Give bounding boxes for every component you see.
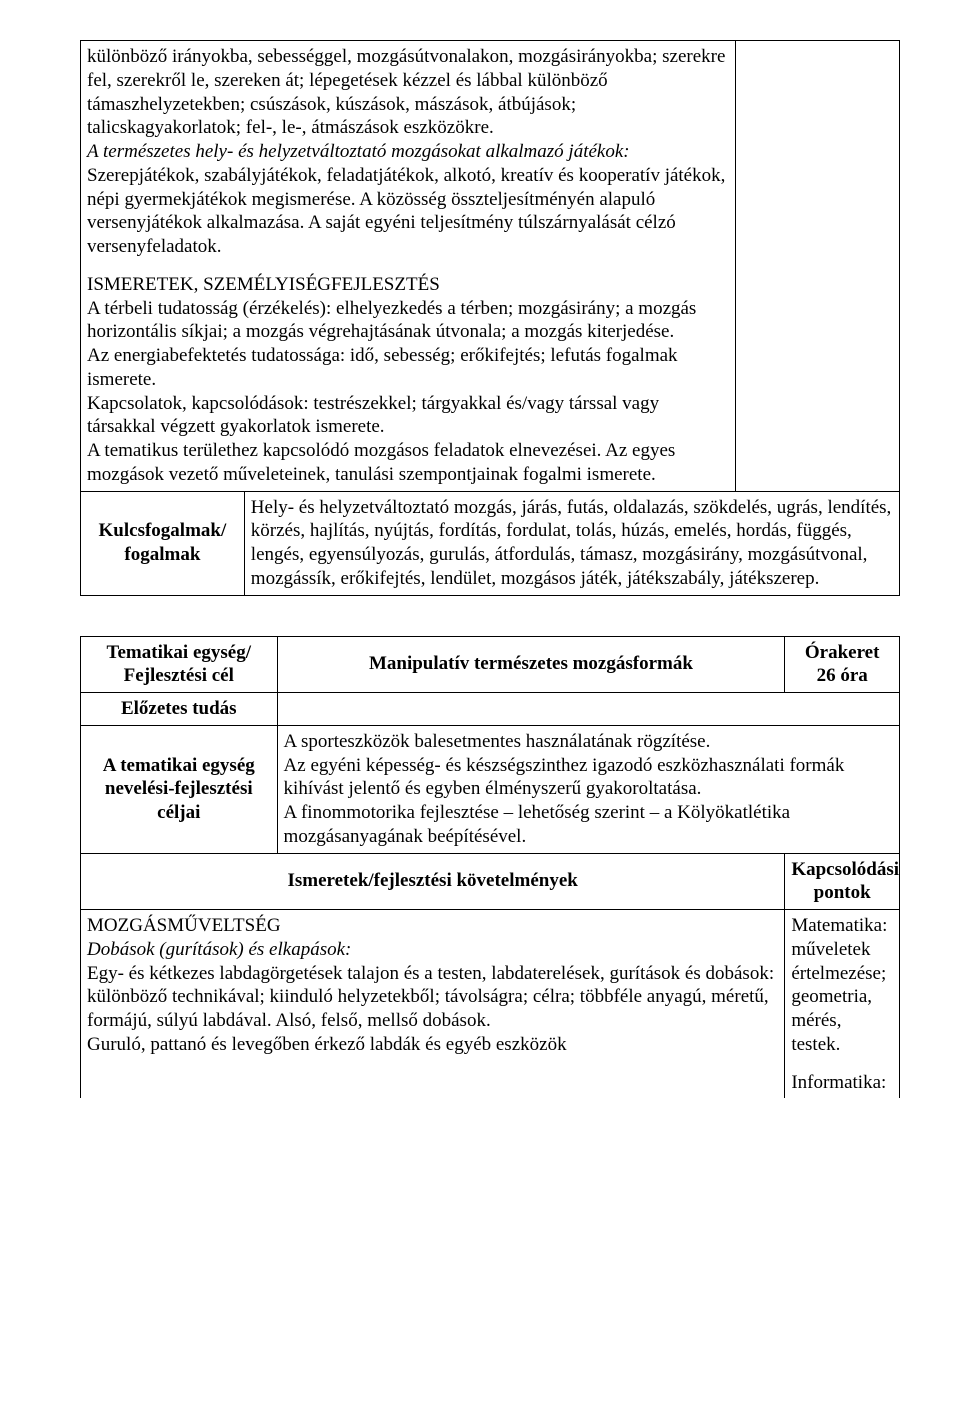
section-heading: ISMERETEK, SZEMÉLYISÉGFEJLESZTÉS xyxy=(87,273,729,297)
paragraph: Guruló, pattanó és levegőben érkező labd… xyxy=(87,1033,778,1057)
unit-title: Manipulatív természetes mozgásformák xyxy=(277,636,785,693)
elozetes-tudas-label: Előzetes tudás xyxy=(81,693,278,726)
table-row: különböző irányokba, sebességgel, mozgás… xyxy=(81,41,900,492)
paragraph: Az egyéni képesség- és készségszinthez i… xyxy=(284,754,893,802)
paragraph: Szerepjátékok, szabályjátékok, feladatjá… xyxy=(87,164,729,259)
table-row: Előzetes tudás xyxy=(81,693,900,726)
italic-heading: Dobások (gurítások) és elkapások: xyxy=(87,938,778,962)
spacer xyxy=(80,596,900,636)
table-row: MOZGÁSMŰVELTSÉG Dobások (gurítások) és e… xyxy=(81,910,900,1099)
paragraph: Kapcsolatok, kapcsolódások: testrészekke… xyxy=(87,392,729,440)
kapcsolodasi-pontok-cell: Matematika: műveletek értelmezése; geome… xyxy=(785,910,900,1099)
paragraph: Egy- és kétkezes labdagörgetések talajon… xyxy=(87,962,778,1033)
paragraph: A térbeli tudatosság (érzékelés): elhely… xyxy=(87,297,729,345)
paragraph: A tematikus területhez kapcsolódó mozgás… xyxy=(87,439,729,487)
elozetes-tudas-value xyxy=(277,693,899,726)
paragraph: Az energiabefektetés tudatossága: idő, s… xyxy=(87,344,729,392)
table-row: A tematikai egység nevelési-fejlesztési … xyxy=(81,725,900,853)
ismeretek-header: Ismeretek/fejlesztési követelmények xyxy=(81,853,785,910)
mozgasmuveltseg-cell: MOZGÁSMŰVELTSÉG Dobások (gurítások) és e… xyxy=(81,910,785,1099)
page: különböző irányokba, sebességgel, mozgás… xyxy=(0,0,960,1158)
paragraph: különböző irányokba, sebességgel, mozgás… xyxy=(87,45,729,140)
top-body-cell: különböző irányokba, sebességgel, mozgás… xyxy=(81,41,736,492)
paragraph: A sporteszközök balesetmentes használatá… xyxy=(284,730,893,754)
table-row: Ismeretek/fejlesztési követelmények Kapc… xyxy=(81,853,900,910)
paragraph: Matematika: műveletek értelmezése; geome… xyxy=(791,914,893,1057)
table-row: Kulcsfogalmak/ fogalmak Hely- és helyzet… xyxy=(81,491,900,595)
orakeret-label: Órakeret 26 óra xyxy=(785,636,900,693)
kulcsfogalmak-value: Hely- és helyzetváltoztató mozgás, járás… xyxy=(244,491,899,595)
tematikai-egyseg-label: Tematikai egység/ Fejlesztési cél xyxy=(81,636,278,693)
paragraph: A finommotorika fejlesztése – lehetőség … xyxy=(284,801,893,849)
section-heading: MOZGÁSMŰVELTSÉG xyxy=(87,914,778,938)
paragraph: Informatika: xyxy=(791,1071,893,1095)
bottom-table: Tematikai egység/ Fejlesztési cél Manipu… xyxy=(80,636,900,1099)
kapcsolodasi-pontok-header: Kapcsolódási pontok xyxy=(785,853,900,910)
italic-heading: A természetes hely- és helyzetváltoztató… xyxy=(87,140,729,164)
table-row: Tematikai egység/ Fejlesztési cél Manipu… xyxy=(81,636,900,693)
top-table: különböző irányokba, sebességgel, mozgás… xyxy=(80,40,900,596)
kulcsfogalmak-label: Kulcsfogalmak/ fogalmak xyxy=(81,491,245,595)
nevelesi-celjai-label: A tematikai egység nevelési-fejlesztési … xyxy=(81,725,278,853)
nevelesi-celjai-value: A sporteszközök balesetmentes használatá… xyxy=(277,725,899,853)
top-right-empty-cell xyxy=(736,41,900,492)
